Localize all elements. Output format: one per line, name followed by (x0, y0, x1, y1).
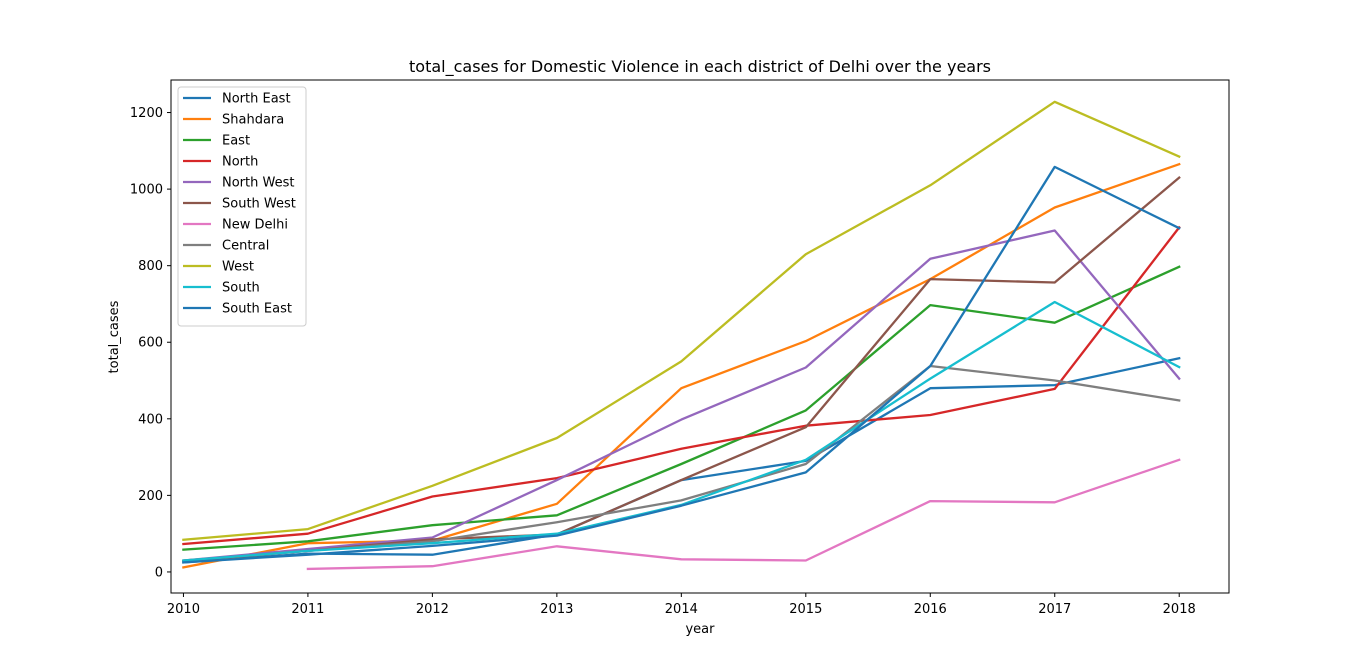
legend-label-west: West (222, 260, 254, 275)
legend-label-shahdara: Shahdara (222, 113, 284, 128)
legend: North East Shahdara East North North West Sou… (177, 86, 307, 327)
series-line-north-west (182, 229, 1181, 562)
x-tick-label: 2013 (540, 602, 573, 617)
x-tick-label: 2016 (914, 602, 947, 617)
y-tick-label: 600 (138, 336, 163, 351)
x-tick-label: 2011 (291, 602, 324, 617)
legend-label-south: South (222, 281, 260, 296)
legend-label-north-west: North West (222, 176, 294, 191)
plot-frame (170, 79, 1230, 594)
legend-label-east: East (222, 134, 250, 149)
series-line-south (182, 300, 1181, 562)
y-axis-ticks: 0 200 400 600 800 1000 1200 (130, 106, 171, 580)
series-lines (182, 100, 1181, 571)
legend-label-south-east: South East (222, 302, 292, 317)
legend-label-central: Central (222, 239, 269, 254)
x-tick-label: 2015 (789, 602, 822, 617)
legend-label-north: North (222, 155, 258, 170)
y-axis-label: total_cases (107, 300, 122, 373)
legend-label-new-delhi: New Delhi (222, 218, 288, 233)
series-line-east (182, 265, 1181, 551)
y-tick-label: 0 (155, 565, 163, 580)
x-axis-label: year (685, 622, 715, 637)
series-line-new-delhi (306, 458, 1181, 571)
y-tick-label: 400 (138, 412, 163, 427)
legend-label-north-east: North East (222, 92, 291, 107)
plot-area (170, 79, 1230, 594)
x-tick-label: 2017 (1038, 602, 1071, 617)
y-tick-label: 200 (138, 489, 163, 504)
x-tick-label: 2018 (1163, 602, 1196, 617)
series-line-shahdara (182, 162, 1181, 569)
x-tick-label: 2014 (665, 602, 698, 617)
x-tick-label: 2010 (167, 602, 200, 617)
y-tick-label: 800 (138, 259, 163, 274)
chart-title: total_cases for Domestic Violence in eac… (409, 57, 991, 77)
series-line-south-east (182, 165, 1181, 564)
x-tick-label: 2012 (416, 602, 449, 617)
y-tick-label: 1000 (130, 183, 163, 198)
x-axis-ticks: 2010 2011 2012 2013 2014 2015 2016 2017 2018 (167, 593, 1196, 617)
legend-label-south-west: South West (222, 197, 296, 212)
series-line-west (182, 100, 1181, 542)
y-tick-label: 1200 (130, 106, 163, 121)
series-line-north (182, 225, 1181, 546)
